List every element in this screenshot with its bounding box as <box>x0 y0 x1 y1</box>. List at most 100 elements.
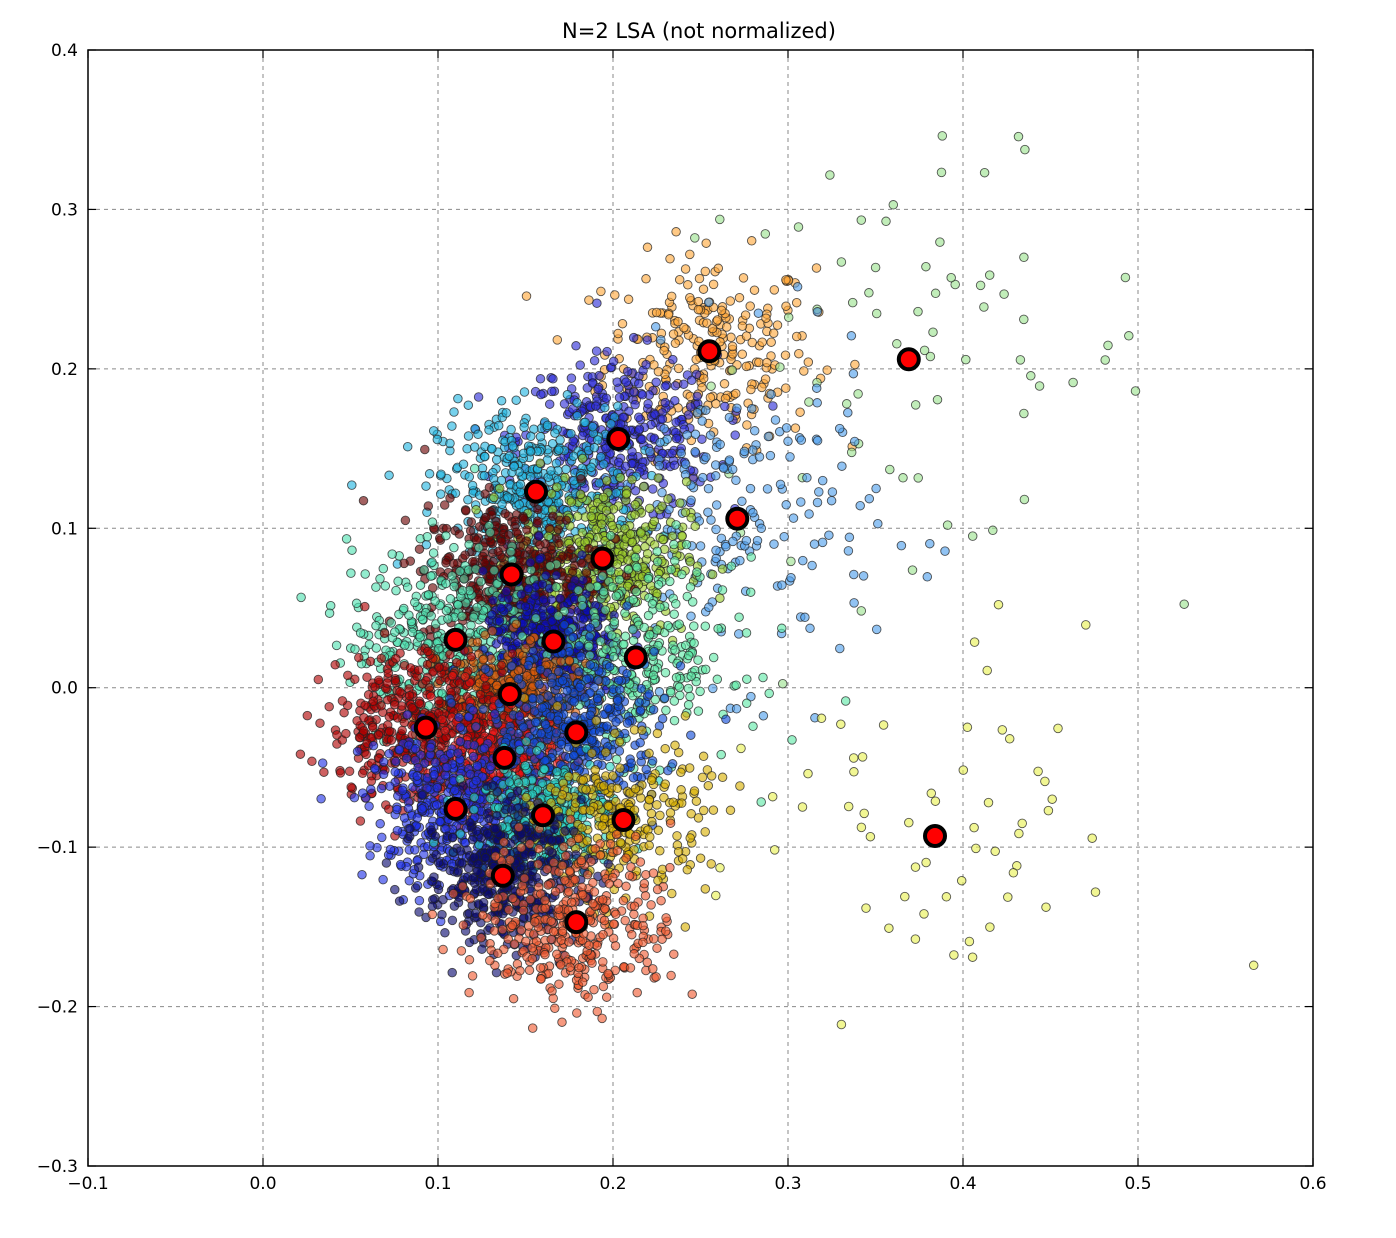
data-point <box>413 665 424 676</box>
data-point <box>937 131 948 141</box>
data-point <box>615 472 626 483</box>
data-point <box>768 328 779 338</box>
data-point <box>670 645 680 655</box>
data-point <box>802 472 812 483</box>
data-point <box>509 461 519 472</box>
data-point <box>840 696 851 706</box>
data-point <box>885 464 895 475</box>
data-point <box>480 664 491 674</box>
data-point <box>576 474 586 484</box>
data-point <box>689 638 699 648</box>
data-point <box>424 469 435 479</box>
data-point <box>644 503 655 514</box>
data-point <box>817 475 828 486</box>
data-point <box>746 552 756 562</box>
data-point <box>630 399 640 410</box>
data-point <box>921 261 931 272</box>
data-point <box>680 507 691 518</box>
data-point <box>685 582 696 592</box>
data-point <box>613 675 624 686</box>
data-point <box>1013 131 1024 142</box>
data-point <box>670 395 680 406</box>
data-point <box>609 651 619 662</box>
data-point <box>447 671 458 681</box>
data-point <box>780 350 791 360</box>
data-point <box>907 565 918 575</box>
data-point <box>864 288 874 298</box>
data-point <box>814 487 824 497</box>
data-point <box>427 517 438 527</box>
data-point <box>519 387 530 397</box>
data-point <box>731 475 741 486</box>
data-point <box>694 273 705 284</box>
data-point <box>660 667 671 678</box>
data-point <box>685 292 695 303</box>
data-point <box>925 351 936 362</box>
data-point <box>422 659 433 670</box>
data-point <box>441 530 451 541</box>
data-point <box>692 567 702 577</box>
data-point <box>648 484 658 494</box>
data-point <box>725 296 736 306</box>
data-point <box>791 331 802 342</box>
data-point <box>611 754 622 765</box>
data-point <box>745 587 756 597</box>
data-point <box>564 655 575 666</box>
data-point <box>935 237 945 247</box>
data-point <box>421 481 431 491</box>
data-point <box>332 730 342 740</box>
data-point <box>824 530 834 540</box>
data-point <box>749 285 760 295</box>
data-point <box>764 688 774 699</box>
data-point <box>569 697 579 707</box>
data-point <box>611 717 621 727</box>
data-point <box>554 538 564 549</box>
data-point <box>667 448 677 459</box>
data-point <box>822 365 832 375</box>
data-point <box>471 721 481 732</box>
data-point <box>812 398 822 408</box>
data-point <box>522 671 532 681</box>
data-point <box>690 521 700 532</box>
data-point <box>655 602 665 613</box>
data-point <box>669 460 680 470</box>
data-point <box>739 446 750 457</box>
data-point <box>484 425 494 435</box>
data-point <box>468 612 479 623</box>
data-point <box>570 711 580 722</box>
data-point <box>441 578 451 589</box>
data-point <box>506 424 516 435</box>
data-point <box>295 749 306 759</box>
data-point <box>809 539 820 549</box>
data-point <box>422 531 433 542</box>
data-point <box>731 680 741 690</box>
data-point <box>796 497 806 507</box>
data-point <box>811 263 822 273</box>
data-point <box>350 644 360 654</box>
data-point <box>763 431 774 442</box>
data-point <box>690 429 701 440</box>
data-point <box>656 335 666 345</box>
data-point <box>710 460 721 470</box>
data-point <box>685 557 695 567</box>
data-point <box>690 447 700 457</box>
data-point <box>713 623 723 634</box>
data-point <box>432 434 443 445</box>
data-point <box>612 559 623 569</box>
data-point <box>572 511 583 522</box>
data-point <box>494 483 505 494</box>
data-point <box>525 635 535 645</box>
data-point <box>489 565 499 576</box>
data-point <box>602 721 612 731</box>
data-point <box>777 580 787 590</box>
data-point <box>695 541 706 551</box>
data-point <box>665 576 675 587</box>
data-point <box>1026 371 1036 381</box>
data-point <box>683 683 694 694</box>
data-point <box>768 401 778 411</box>
data-point <box>834 423 845 434</box>
data-point <box>540 719 551 730</box>
data-point <box>979 167 990 178</box>
data-point <box>783 436 793 447</box>
data-point <box>341 534 352 544</box>
